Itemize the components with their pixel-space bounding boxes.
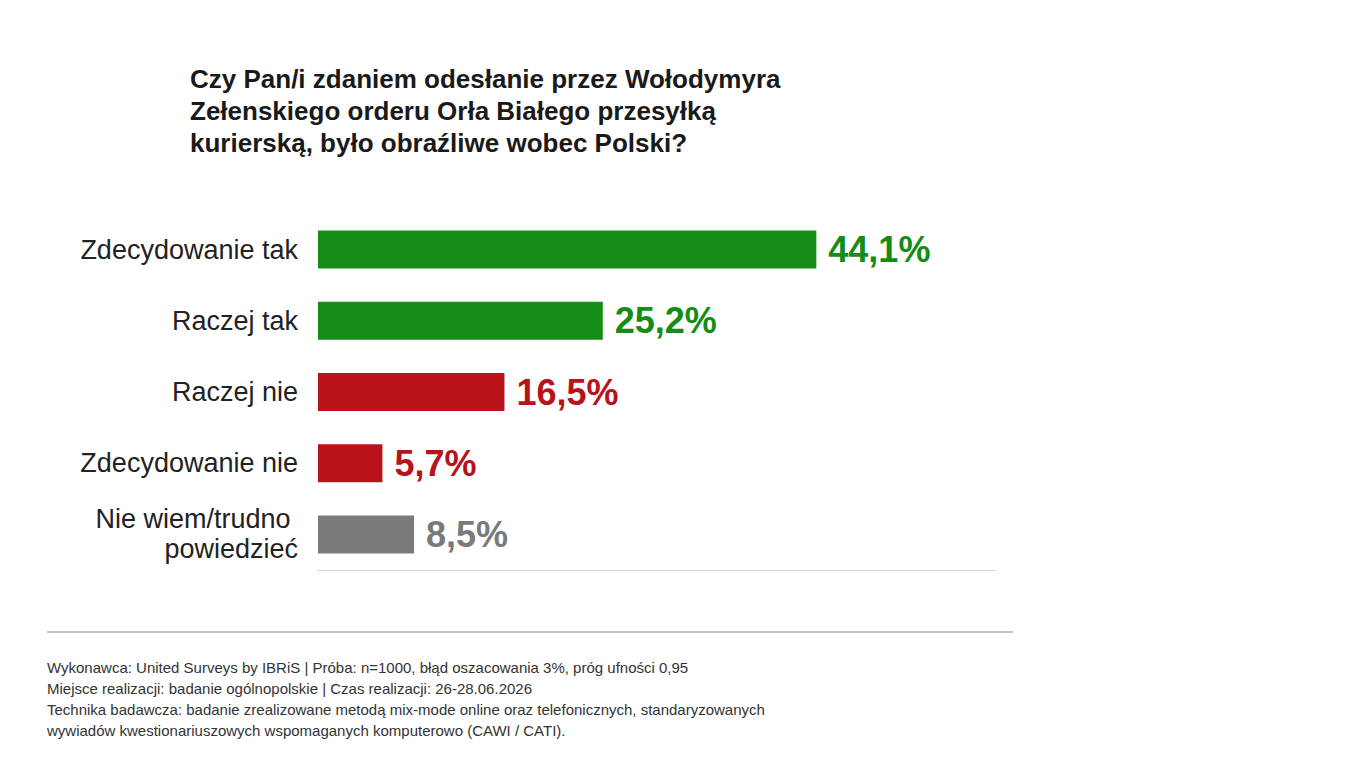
- svg-text:Nie wiem/trudno: Nie wiem/trudno: [95, 504, 298, 534]
- svg-text:kurierską, było obraźliwe wobe: kurierską, było obraźliwe wobec Polski?: [190, 128, 687, 158]
- svg-text:16,5%: 16,5%: [516, 372, 618, 413]
- svg-text:44,1%: 44,1%: [828, 229, 930, 270]
- svg-text:Czy Pan/i zdaniem odesłanie pr: Czy Pan/i zdaniem odesłanie przez Wołody…: [190, 64, 788, 94]
- svg-text:Raczej tak: Raczej tak: [172, 306, 299, 336]
- svg-text:Zdecydowanie tak: Zdecydowanie tak: [80, 235, 298, 265]
- svg-text:Raczej nie: Raczej nie: [172, 377, 298, 407]
- svg-text:wywiadów kwestionariuszowych w: wywiadów kwestionariuszowych wspomaganyc…: [46, 722, 566, 739]
- svg-text:8,5%: 8,5%: [426, 514, 508, 555]
- svg-text:25,2%: 25,2%: [615, 300, 717, 341]
- svg-text:Zełenskiego orderu Orła Białeg: Zełenskiego orderu Orła Białego przesyłk…: [190, 96, 723, 126]
- svg-text:Miejsce realizacji: badanie og: Miejsce realizacji: badanie ogólnopolski…: [47, 680, 532, 697]
- svg-text:powiedzieć: powiedzieć: [164, 534, 298, 564]
- svg-text:Zdecydowanie nie: Zdecydowanie nie: [80, 448, 298, 478]
- svg-text:Wykonawca: United Surveys by I: Wykonawca: United Surveys by IBRiS | Pró…: [47, 659, 688, 676]
- svg-text:Technika badawcza: badanie zre: Technika badawcza: badanie zrealizowane …: [47, 701, 769, 718]
- svg-text:5,7%: 5,7%: [394, 443, 476, 484]
